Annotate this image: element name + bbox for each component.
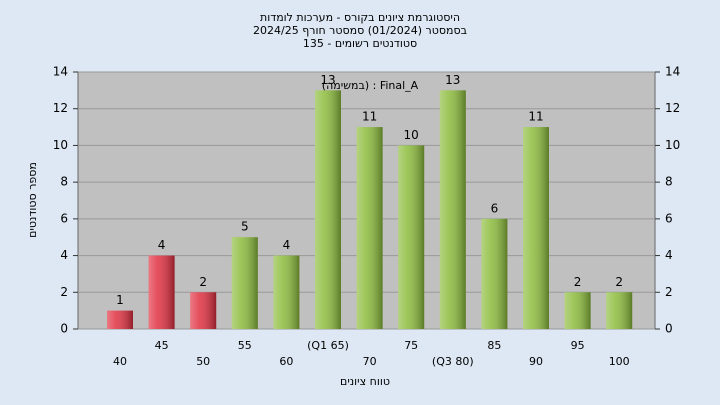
x-tick-label: 45 [155,339,169,352]
bar-shade [564,292,591,329]
x-tick-label: 50 [196,355,210,368]
bar-shade [398,145,425,329]
y2-tick-label: 8 [665,175,673,189]
data-label: 10 [404,128,419,142]
y-axis-label: מספר סטודנטים [26,162,39,238]
bar-shade [190,292,217,329]
data-label: 6 [491,201,499,215]
y-tick-label: 0 [60,322,68,336]
y2-tick-label: 0 [665,322,673,336]
x-tick-label: (Q3 80) [432,355,474,368]
data-label: 11 [362,110,377,124]
data-label: 4 [283,238,291,252]
y2-tick-label: 12 [665,101,680,115]
annotation: (במשימה) : Final_A [322,79,419,92]
x-tick-label: 60 [279,355,293,368]
data-label: 1 [116,293,124,307]
y2-tick-label: 2 [665,285,673,299]
x-tick-label: 75 [404,339,418,352]
bar-shade [107,310,133,329]
x-tick-label: 70 [363,355,377,368]
x-tick-label: (Q1 65) [307,339,349,352]
y2-tick-label: 6 [665,211,673,225]
y-tick-label: 2 [60,285,68,299]
bar-shade [439,90,466,329]
bar-shade [606,292,633,329]
data-label: 13 [320,73,335,87]
x-tick-label: 90 [529,355,543,368]
y-tick-label: 8 [60,175,68,189]
y2-tick-label: 14 [665,65,680,79]
chart-subtitle: סטודנטים רשומים - 135 [303,37,417,50]
data-label: 2 [574,275,582,289]
y2-tick-label: 10 [665,138,680,152]
x-tick-label: 40 [113,355,127,368]
y-tick-label: 6 [60,211,68,225]
y-tick-label: 10 [53,138,68,152]
y-tick-label: 14 [53,65,68,79]
x-tick-label: 95 [571,339,585,352]
chart-title: היסטוגרמת ציונים בקורס - מערכות לומדות [260,11,460,24]
bar-shade [273,255,300,329]
data-label: 13 [445,73,460,87]
data-label: 11 [528,110,543,124]
bar-shade [148,255,175,329]
bar-shade [231,237,258,329]
x-axis-label: טווח ציונים [340,375,390,388]
data-label: 2 [199,275,207,289]
x-tick-label: 85 [487,339,501,352]
bar-shade [315,90,341,329]
data-label: 5 [241,220,249,234]
bar-shade [481,218,508,329]
y2-tick-label: 4 [665,248,673,262]
x-tick-label: 55 [238,339,252,352]
x-tick-label: 100 [609,355,630,368]
chart-subtitle: בסמסטר (01/2024) סמסטר חורף 2024/25 [253,24,467,37]
y-tick-label: 4 [60,248,68,262]
data-label: 2 [615,275,623,289]
bar-shade [523,127,549,329]
data-label: 4 [158,238,166,252]
bar-shade [356,127,383,329]
y-tick-label: 12 [53,101,68,115]
